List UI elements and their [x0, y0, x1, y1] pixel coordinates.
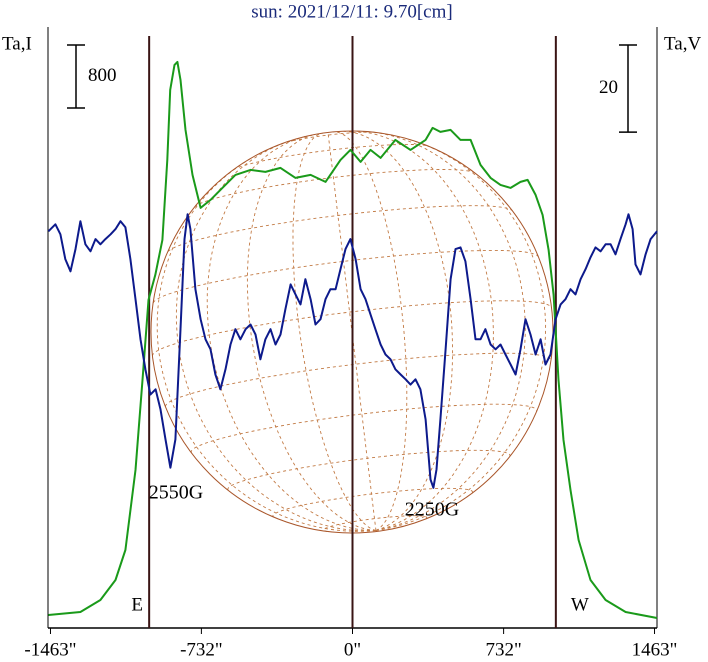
grid-line: [323, 515, 428, 532]
grid-line: [167, 205, 512, 252]
grid-line: [227, 449, 511, 491]
grid-line: [364, 130, 526, 532]
grid-line: [350, 130, 494, 532]
marker-label: W: [571, 594, 589, 615]
grid-line: [152, 249, 539, 304]
grid-line: [156, 157, 376, 532]
scale-bar-label: 800: [88, 65, 117, 86]
grid-line: [194, 169, 476, 208]
chart-title: sun: 2021/12/11: 9.70[cm]: [251, 1, 452, 22]
x-tick-label: 1463": [632, 639, 678, 660]
x-tick-label: -1463": [24, 639, 76, 660]
series-line: [47, 213, 658, 489]
grid-line: [233, 143, 429, 171]
grid-line: [333, 131, 408, 531]
grid-line: [375, 138, 547, 532]
annotation: 2550G: [149, 482, 203, 504]
y-axis-label: Ta,I: [2, 33, 32, 54]
y2-axis-label: Ta,V: [664, 33, 701, 54]
grid-line: [151, 300, 553, 357]
scale-bar-label: 20: [599, 77, 618, 98]
x-tick-label: 0": [344, 639, 361, 660]
grid-line: [190, 403, 538, 454]
x-tick-label: -732": [180, 639, 223, 660]
annotation: 2250G: [405, 499, 459, 521]
grid-line: [206, 135, 376, 532]
x-tick-label: 732": [485, 639, 521, 660]
grid-line: [292, 132, 377, 532]
grid-line: [272, 487, 473, 518]
series-line: [48, 60, 658, 619]
grid-line: [246, 134, 376, 532]
grid-line: [175, 139, 376, 532]
grid-line: [281, 131, 376, 145]
marker-label: E: [131, 594, 143, 615]
